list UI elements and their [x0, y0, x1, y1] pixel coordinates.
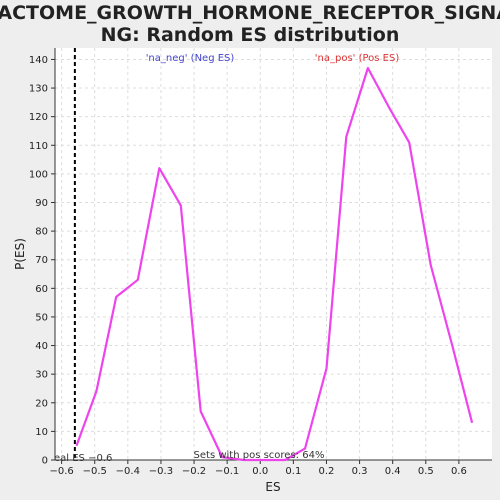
- y-tick-label: 40: [35, 341, 48, 352]
- y-tick-label: 140: [29, 55, 48, 66]
- x-tick-label: −0.4: [116, 466, 140, 477]
- y-tick-label: 10: [35, 427, 48, 438]
- y-tick-label: 70: [35, 255, 48, 266]
- y-tick-label: 80: [35, 227, 48, 238]
- y-tick-label: 100: [29, 169, 48, 180]
- x-tick-label: 0.6: [451, 466, 467, 477]
- y-tick-label: 90: [35, 198, 48, 209]
- x-tick-label: −0.1: [215, 466, 239, 477]
- y-tick-label: 30: [35, 370, 48, 381]
- y-tick-label: 130: [29, 84, 48, 95]
- chart-title-line-2: NG: Random ES distribution: [101, 24, 400, 46]
- x-tick-label: −0.5: [83, 466, 107, 477]
- x-tick-label: −0.6: [49, 466, 73, 477]
- x-tick-label: 0.4: [385, 466, 401, 477]
- footer-pos-scores: Sets with pos scores: 64%: [194, 450, 325, 461]
- chart-title-line-1: REACTOME_GROWTH_HORMONE_RECEPTOR_SIGNALI: [0, 2, 500, 24]
- x-tick-label: 0.1: [285, 466, 301, 477]
- y-tick-label: 110: [29, 141, 48, 152]
- y-axis-label: P(ES): [13, 238, 27, 270]
- y-tick-label: 60: [35, 284, 48, 295]
- x-axis-label: ES: [265, 480, 280, 494]
- x-tick-label: 0.3: [352, 466, 368, 477]
- x-tick-label: −0.2: [182, 466, 206, 477]
- y-tick-label: 50: [35, 312, 48, 323]
- tick-labels: −0.6 −0.5 −0.4 −0.3 −0.2 −0.1 0.0 0.1 0.2 0.3 0.4 0…: [29, 55, 467, 477]
- series-line: [75, 66, 474, 462]
- x-tick-label: −0.3: [149, 466, 173, 477]
- y-tick-label: 120: [29, 112, 48, 123]
- legend-pos: 'na_pos' (Pos ES): [315, 53, 400, 64]
- x-tick-label: 0.0: [252, 466, 268, 477]
- y-tick-label: 0: [42, 456, 48, 467]
- y-tick-label: 20: [35, 398, 48, 409]
- plot-area: [55, 48, 492, 460]
- x-tick-label: 0.5: [418, 466, 434, 477]
- x-tick-label: 0.2: [319, 466, 335, 477]
- actual-es-label: eal ES −0.6: [54, 453, 112, 464]
- legend-neg: 'na_neg' (Neg ES): [146, 53, 235, 64]
